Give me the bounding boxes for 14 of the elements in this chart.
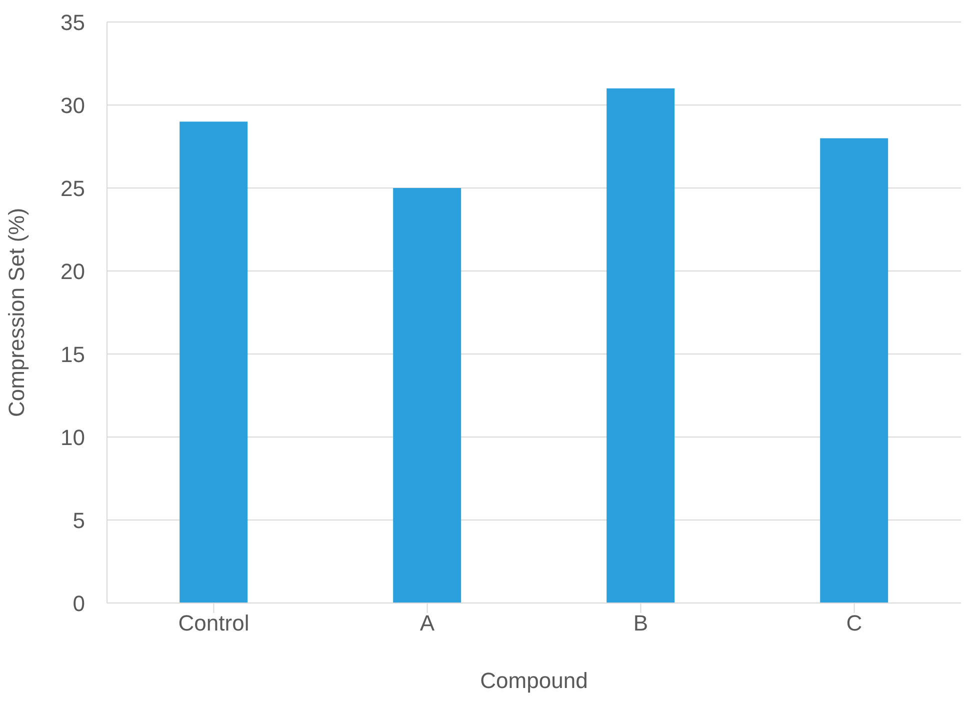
x-tick-label: C <box>846 610 862 636</box>
y-tick-label: 5 <box>72 508 85 533</box>
x-axis-title: Compound <box>480 668 588 693</box>
y-tick-label: 10 <box>60 424 85 450</box>
x-tick-label: A <box>420 610 435 636</box>
y-tick-label: 30 <box>60 92 85 118</box>
y-axis-title: Compression Set (%) <box>4 208 29 418</box>
x-tick-label: B <box>633 610 648 636</box>
y-tick-label: 0 <box>72 590 85 616</box>
y-tick-label: 15 <box>60 342 85 367</box>
y-tick-label: 20 <box>60 258 85 284</box>
y-tick-label: 35 <box>60 10 85 35</box>
y-tick-label: 25 <box>60 176 85 201</box>
x-tick-label: Control <box>178 610 250 636</box>
